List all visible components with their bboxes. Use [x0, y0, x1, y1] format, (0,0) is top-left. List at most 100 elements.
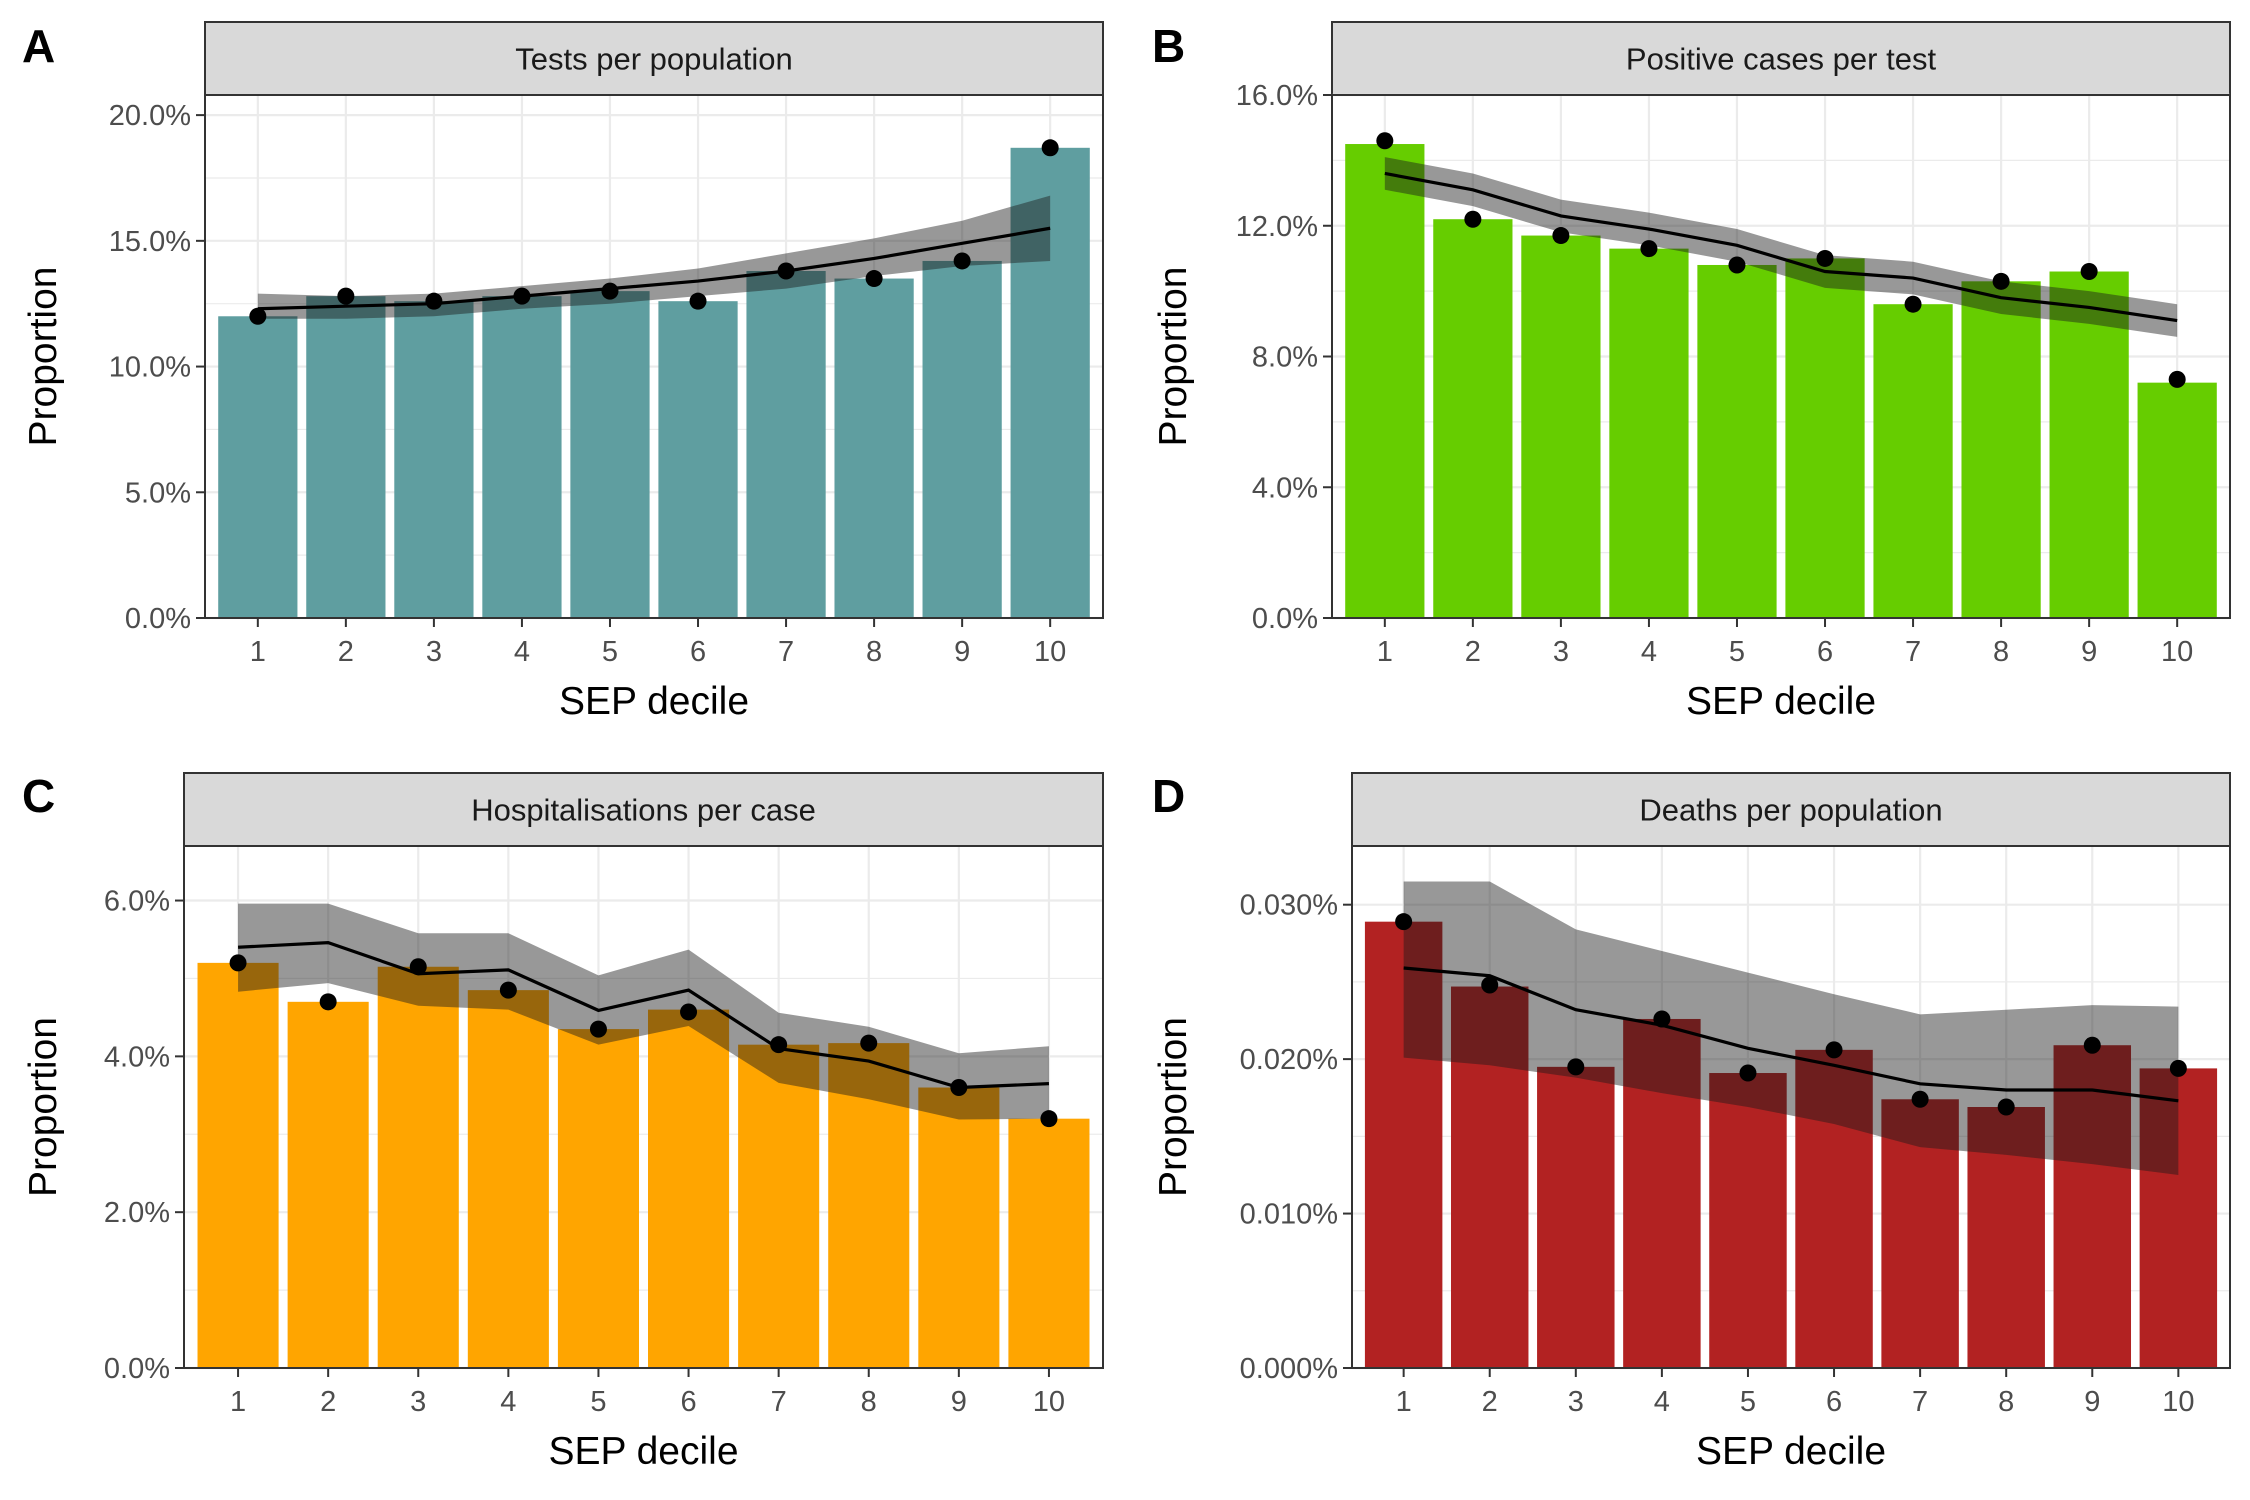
fit-line [1384, 171, 2178, 323]
bar [1364, 921, 1443, 1368]
bar [1010, 147, 1090, 618]
x-tick-label: 4 [1641, 636, 1657, 668]
data-point [513, 287, 531, 305]
data-point [1911, 1090, 1929, 1108]
y-tick-label: 0.020% [1240, 1044, 1338, 1076]
data-point [1041, 139, 1059, 157]
x-tick-label: 8 [1998, 1386, 2014, 1418]
x-tick-label: 2 [1465, 636, 1481, 668]
x-axis-title: SEP decile [548, 1430, 738, 1473]
bar [1795, 1049, 1873, 1368]
bar [648, 1009, 730, 1368]
y-axis: 0.0% 4.0% 8.0% 12.0% 16.0% [1236, 80, 1332, 635]
confidence-ribbon [238, 903, 1049, 1120]
x-tick-label: 6 [1817, 636, 1833, 668]
y-tick-label: 12.0% [1236, 211, 1318, 243]
panel-c: C Hospitalisations per case 0.0% 2.0% 4.0% 6.… [22, 770, 1104, 1473]
panel-letter: C [22, 770, 55, 822]
y-axis: 0.0% 5.0% 10.0% 15.0% 20.0% [109, 100, 205, 635]
y-tick-label: 0.0% [104, 1353, 170, 1385]
data-point [953, 252, 971, 270]
bars [1364, 921, 2218, 1368]
data-point [777, 262, 795, 280]
data-point [865, 270, 883, 288]
x-tick-label: 3 [1553, 636, 1569, 668]
facet-strip [1331, 21, 2231, 96]
x-tick-label: 9 [951, 1386, 967, 1418]
panel-border [204, 94, 1104, 619]
y-axis-title: Proportion [1152, 1017, 1195, 1197]
panel-border [183, 845, 1104, 1369]
data-point [249, 307, 267, 325]
x-tick-label: 9 [2084, 1386, 2100, 1418]
y-tick-label: 0.030% [1240, 890, 1338, 922]
bar [467, 990, 549, 1368]
bar [738, 1044, 820, 1368]
x-tick-label: 6 [1826, 1386, 1842, 1418]
bar [2137, 382, 2217, 618]
data-point [2169, 1059, 2187, 1077]
y-tick-label: 0.000% [1240, 1353, 1338, 1385]
y-tick-label: 0.0% [1252, 603, 1318, 635]
bar [197, 962, 279, 1368]
facet-title: Tests per population [515, 42, 792, 77]
facet-strip [1351, 772, 2231, 847]
y-axis-title: Proportion [22, 267, 65, 447]
y-tick-label: 16.0% [1236, 80, 1318, 112]
x-axis-title: SEP decile [1696, 1430, 1886, 1473]
data-point [1376, 132, 1394, 150]
bar [2053, 1045, 2132, 1368]
y-tick-label: 4.0% [1252, 472, 1318, 504]
bar [394, 301, 474, 618]
data-point [229, 954, 247, 972]
data-point [1552, 227, 1570, 245]
bar [922, 260, 1002, 618]
x-tick-label: 9 [2081, 636, 2097, 668]
x-tick-label: 6 [690, 636, 706, 668]
data-point [680, 1003, 698, 1021]
data-point [770, 1036, 788, 1054]
x-tick-label: 5 [590, 1386, 606, 1418]
bar [557, 1029, 639, 1368]
y-tick-label: 5.0% [125, 477, 191, 509]
bar [1521, 235, 1601, 618]
bar [218, 316, 298, 618]
bar [1967, 1107, 2045, 1368]
panel-letter: D [1152, 770, 1185, 822]
panel-letter: A [22, 20, 55, 72]
bar [1697, 264, 1777, 618]
data-point [1464, 210, 1482, 228]
bar [1709, 1073, 1787, 1368]
bar [482, 296, 562, 618]
bar [828, 1043, 910, 1368]
panel-a: A Tests per population 0.0% 5.0% 10.0% 15.0% 2… [22, 20, 1104, 723]
bar [1623, 1018, 1701, 1368]
x-tick-label: 1 [250, 636, 266, 668]
bar [1008, 1118, 1090, 1368]
points [229, 954, 1058, 1128]
bars [218, 147, 1090, 618]
bar [658, 301, 738, 618]
data-point [1825, 1041, 1843, 1059]
bar [377, 966, 459, 1368]
data-point [1040, 1110, 1058, 1128]
y-tick-label: 0.010% [1240, 1199, 1338, 1231]
x-tick-label: 10 [2161, 636, 2193, 668]
x-tick-label: 10 [1033, 1386, 1065, 1418]
x-tick-label: 8 [866, 636, 882, 668]
x-axis: 1 2 3 4 5 6 7 8 9 10 [250, 618, 1066, 668]
data-point [950, 1079, 968, 1097]
y-tick-label: 4.0% [104, 1041, 170, 1073]
x-tick-label: 10 [2162, 1386, 2194, 1418]
x-tick-label: 6 [680, 1386, 696, 1418]
x-tick-label: 10 [1034, 636, 1066, 668]
data-point [2168, 370, 2186, 388]
x-tick-label: 4 [500, 1386, 516, 1418]
x-tick-label: 9 [954, 636, 970, 668]
data-point [601, 282, 619, 300]
panel-letter: B [1152, 20, 1185, 72]
x-tick-label: 5 [1729, 636, 1745, 668]
x-tick-label: 3 [426, 636, 442, 668]
data-point [1816, 249, 1834, 267]
y-tick-label: 0.0% [125, 603, 191, 635]
